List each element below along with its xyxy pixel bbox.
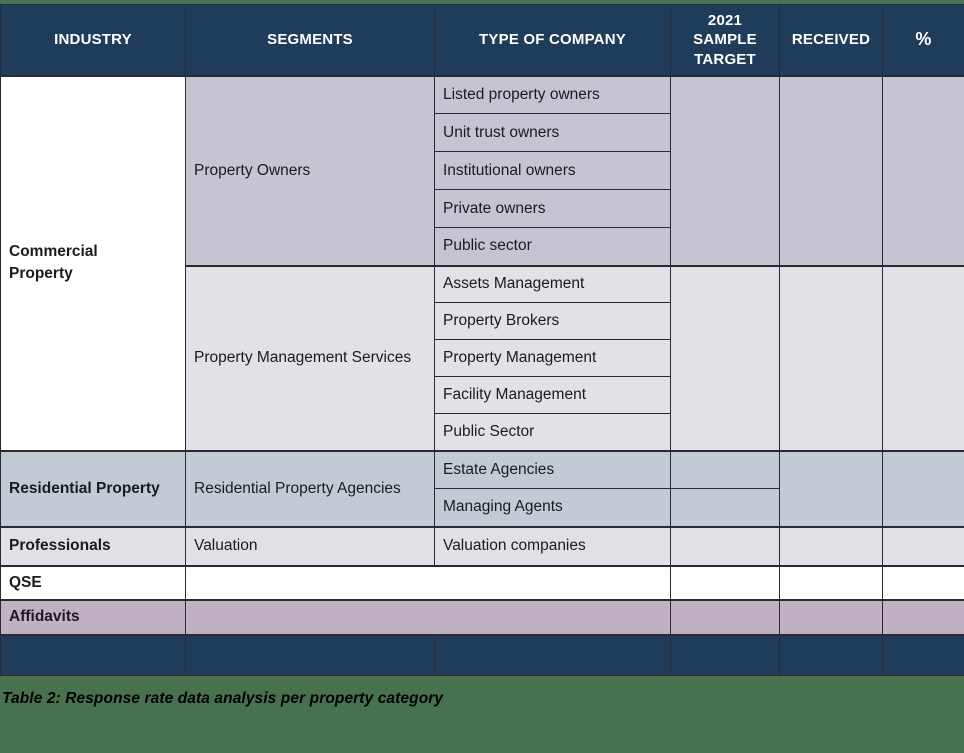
table-row: Institutional owners bbox=[1, 151, 964, 190]
header-received: RECEIVED bbox=[779, 4, 883, 77]
cell-percent-residential bbox=[882, 449, 964, 527]
cell-company: Listed property owners bbox=[434, 75, 671, 114]
cell-qse-merged bbox=[185, 564, 671, 600]
footer-cell-received bbox=[779, 633, 883, 676]
header-percent: % bbox=[882, 4, 964, 77]
cell-sample-target-owners bbox=[670, 75, 780, 266]
industry-label: Commercial Property bbox=[9, 242, 98, 282]
footer-row bbox=[0, 633, 964, 676]
cell-industry-qse: QSE bbox=[0, 564, 186, 600]
cell-industry-professionals: Professionals bbox=[0, 525, 186, 566]
cell-received-affidavits bbox=[779, 598, 883, 635]
cell-segment-valuation: Valuation bbox=[185, 525, 435, 566]
footer-cell-sample-target bbox=[670, 633, 780, 676]
cell-segment-residential-agencies: Residential Property Agencies bbox=[185, 449, 435, 527]
table-row: Unit trust owners bbox=[1, 113, 964, 152]
cell-received-owners bbox=[779, 75, 883, 266]
cell-sample-target-professionals bbox=[670, 525, 780, 566]
cell-company: Estate Agencies bbox=[434, 449, 671, 489]
header-type-of-company: TYPE OF COMPANY bbox=[434, 4, 671, 77]
table-row: Property Brokers bbox=[1, 302, 964, 340]
table-row: Affidavits bbox=[0, 598, 964, 635]
cell-affidavits-merged bbox=[185, 598, 671, 635]
table-row: Property Management bbox=[1, 339, 964, 377]
cell-received-residential bbox=[779, 449, 883, 527]
table-row: Facility Management bbox=[1, 376, 964, 414]
cell-percent-owners bbox=[882, 75, 964, 266]
cell-received-management bbox=[779, 264, 883, 451]
cell-company: Property Brokers bbox=[434, 302, 671, 340]
header-sample-target: 2021 SAMPLE TARGET bbox=[670, 4, 780, 77]
cell-sample-target-qse bbox=[670, 564, 780, 600]
cell-company: Unit trust owners bbox=[434, 113, 671, 152]
cell-received-qse bbox=[779, 564, 883, 600]
cell-company: Private owners bbox=[434, 189, 671, 228]
cell-sample-target-affidavits bbox=[670, 598, 780, 635]
cell-company: Institutional owners bbox=[434, 151, 671, 190]
cell-percent-professionals bbox=[882, 525, 964, 566]
header-sample-target-label: 2021 SAMPLE TARGET bbox=[693, 11, 757, 68]
footer-cell-industry bbox=[0, 633, 186, 676]
header-industry: INDUSTRY bbox=[0, 4, 186, 77]
table-row: QSE bbox=[0, 564, 964, 600]
cell-company: Property Management bbox=[434, 339, 671, 377]
cell-company: Managing Agents bbox=[434, 488, 671, 527]
table-row: Commercial Property Property Owners List… bbox=[0, 75, 964, 451]
footer-cell-segments bbox=[185, 633, 435, 676]
cell-industry-residential: Residential Property bbox=[0, 449, 186, 527]
footer-cell-percent bbox=[882, 633, 964, 676]
header-segments: SEGMENTS bbox=[185, 4, 435, 77]
header-row: INDUSTRY SEGMENTS TYPE OF COMPANY 2021 S… bbox=[0, 4, 964, 77]
table-row: Property Management Services Assets Mana… bbox=[1, 264, 964, 451]
cell-percent-qse bbox=[882, 564, 964, 600]
cell-percent-affidavits bbox=[882, 598, 964, 635]
cell-company: Public sector bbox=[434, 227, 671, 266]
cell-industry-commercial: Commercial Property bbox=[0, 75, 186, 451]
cell-percent-management bbox=[882, 264, 964, 451]
footer-cell-type bbox=[434, 633, 671, 676]
cell-sample-target-managing bbox=[670, 488, 780, 527]
cell-sample-target-estate bbox=[670, 449, 780, 489]
cell-company: Public Sector bbox=[434, 413, 671, 451]
response-rate-table: INDUSTRY SEGMENTS TYPE OF COMPANY 2021 S… bbox=[0, 4, 964, 676]
cell-sample-target-management bbox=[670, 264, 780, 451]
cell-segment-property-management: Property Management Services bbox=[185, 264, 435, 451]
cell-industry-affidavits: Affidavits bbox=[0, 598, 186, 635]
table-row: Residential Property Residential Propert… bbox=[0, 449, 964, 527]
cell-company: Valuation companies bbox=[434, 525, 671, 566]
table-row: Managing Agents bbox=[1, 488, 964, 527]
table-caption: Table 2: Response rate data analysis per… bbox=[2, 690, 444, 707]
table-row: Public Sector bbox=[1, 413, 964, 451]
cell-received-professionals bbox=[779, 525, 883, 566]
table-row: Professionals Valuation Valuation compan… bbox=[0, 525, 964, 566]
cell-company: Facility Management bbox=[434, 376, 671, 414]
table-row: Public sector bbox=[1, 227, 964, 266]
cell-segment-property-owners: Property Owners bbox=[185, 75, 435, 266]
cell-company: Assets Management bbox=[434, 264, 671, 303]
